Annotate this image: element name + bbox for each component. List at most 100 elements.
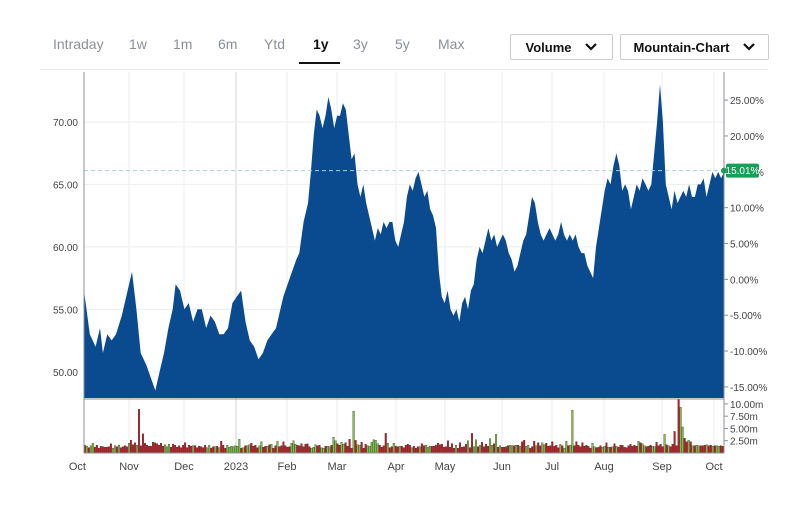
volume-bar	[312, 446, 315, 454]
date-tick-label: Oct	[69, 461, 86, 473]
volume-bar	[573, 445, 576, 454]
volume-bar	[322, 447, 325, 454]
volume-bar	[320, 447, 323, 454]
volume-bar	[366, 445, 369, 454]
volume-bar	[196, 447, 199, 454]
volume-bar	[585, 444, 588, 454]
volume-bar	[643, 445, 646, 454]
tab-6m[interactable]: 6m	[218, 36, 238, 52]
volume-bar	[549, 445, 552, 454]
tab-1m[interactable]: 1m	[173, 36, 193, 52]
volume-bar	[308, 446, 311, 454]
volume-bar	[232, 446, 235, 454]
volume-bar	[511, 445, 514, 454]
volume-bar	[569, 444, 572, 454]
volume-bar	[180, 447, 183, 454]
volume-bar	[336, 443, 339, 454]
tab-intraday[interactable]: Intraday	[53, 36, 104, 52]
volume-bar	[306, 443, 309, 454]
volume-bar	[386, 443, 389, 454]
volume-bar	[256, 447, 259, 454]
tab-1w[interactable]: 1w	[129, 36, 147, 52]
volume-bar	[448, 446, 451, 454]
volume-bar	[567, 445, 570, 454]
volume-bar	[212, 446, 215, 454]
volume-bar	[517, 444, 520, 454]
volume-bar	[627, 445, 630, 454]
volume-bar	[721, 445, 724, 454]
volume-bar	[703, 444, 706, 454]
volume-bar	[280, 445, 283, 454]
volume-bar	[553, 445, 556, 454]
volume-bar	[589, 447, 592, 454]
chevron-down-icon	[742, 43, 755, 51]
volume-bar	[633, 444, 636, 454]
volume-bar	[408, 444, 411, 454]
volume-bar	[551, 441, 554, 454]
volume-bar	[91, 443, 94, 454]
volume-bar	[234, 445, 237, 454]
volume-bar	[121, 446, 124, 454]
volume-dropdown[interactable]: Volume	[510, 34, 613, 60]
chart-type-dropdown[interactable]: Mountain-Chart	[620, 34, 769, 60]
volume-bar	[467, 440, 469, 454]
volume-bar	[372, 439, 375, 454]
volume-bar	[555, 444, 558, 454]
volume-bar	[533, 441, 536, 454]
price-area	[84, 84, 724, 398]
volume-bar	[142, 433, 144, 454]
volume-bar	[661, 446, 664, 454]
volume-bar	[89, 445, 92, 454]
current-price-dot	[721, 167, 727, 174]
volume-bar	[635, 445, 638, 454]
volume-bar	[715, 445, 718, 454]
volume-bar	[103, 446, 106, 454]
volume-bar	[342, 444, 345, 454]
volume-bar	[583, 445, 586, 454]
percent-axis: -15.00% -10.00% -5.00% 0.00% 5.00% 10.00% 15.0…	[724, 96, 767, 394]
volume-bar	[571, 410, 574, 454]
volume-bar	[521, 441, 524, 454]
date-tick-label: Feb	[278, 461, 297, 473]
volume-bar	[487, 445, 490, 454]
volume-tick-label: 10.00m	[730, 400, 763, 411]
tab-5y[interactable]: 5y	[395, 36, 410, 52]
volume-bar	[270, 444, 273, 454]
volume-bar	[677, 398, 680, 454]
volume-bar	[651, 445, 654, 454]
volume-bar	[284, 445, 287, 454]
badge-label: 15.01%	[726, 166, 760, 177]
date-tick-label: Oct	[705, 461, 722, 473]
volume-bar	[501, 446, 504, 454]
volume-bar	[208, 444, 211, 454]
volume-bar	[557, 447, 560, 454]
tab-max[interactable]: Max	[438, 36, 465, 52]
volume-bar	[350, 447, 353, 454]
volume-bar	[246, 445, 249, 454]
tab-3y[interactable]: 3y	[353, 36, 368, 52]
current-change-badge: 15.01%	[721, 163, 760, 178]
date-tick-label: May	[435, 461, 456, 473]
volume-bar	[465, 444, 467, 454]
volume-bar	[428, 445, 431, 454]
volume-bar	[172, 444, 175, 454]
tab-ytd[interactable]: Ytd	[264, 36, 286, 52]
price-tick-label: 50.00	[53, 368, 78, 379]
date-tick-label: Sep	[652, 461, 672, 473]
volume-bar	[328, 446, 331, 454]
volume-bar	[242, 447, 245, 454]
volume-bar	[224, 447, 227, 454]
volume-bar	[210, 447, 213, 454]
tab-1y[interactable]: 1y	[313, 36, 329, 52]
volume-bar	[717, 445, 720, 454]
volume-bar	[125, 446, 128, 454]
volume-bar	[374, 440, 377, 454]
volume-bar	[148, 445, 150, 454]
volume-bar	[469, 447, 471, 454]
volume-bar	[609, 446, 612, 454]
volume-bar	[587, 445, 590, 454]
volume-bar	[603, 445, 606, 454]
price-area-path	[84, 84, 724, 398]
date-tick-label: Nov	[119, 461, 139, 473]
volume-bar	[154, 442, 156, 454]
